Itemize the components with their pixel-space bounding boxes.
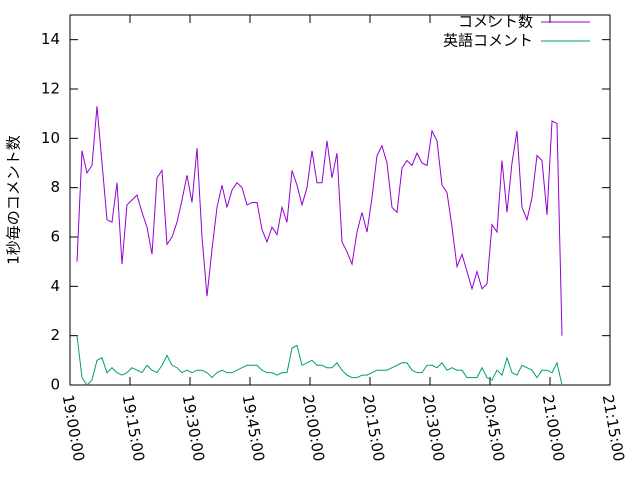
series-line	[76, 106, 563, 336]
x-tick-label: 20:00:00	[299, 393, 328, 462]
x-tick-label: 19:45:00	[239, 393, 268, 462]
x-tick-label: 19:00:00	[59, 393, 88, 462]
y-tick-label: 0	[50, 376, 60, 394]
y-tick-label: 4	[50, 277, 60, 295]
series-line	[76, 335, 563, 386]
x-tick-label: 21:15:00	[599, 393, 628, 462]
y-tick-label: 2	[50, 326, 60, 344]
y-tick-label: 6	[50, 228, 60, 246]
y-tick-label: 12	[41, 80, 60, 98]
x-tick-label: 20:30:00	[419, 393, 448, 462]
y-tick-label: 8	[50, 178, 60, 196]
plot-border	[69, 14, 611, 386]
y-tick-label: 10	[41, 129, 60, 147]
legend-label: 英語コメント	[443, 32, 533, 50]
x-tick-label: 19:30:00	[179, 393, 208, 462]
x-tick-label: 20:15:00	[359, 393, 388, 462]
y-axis-label: 1秒毎のコメント数	[5, 135, 23, 265]
y-tick-label: 14	[41, 30, 60, 48]
x-tick-label: 21:00:00	[539, 393, 568, 462]
x-tick-label: 19:15:00	[119, 393, 148, 462]
legend-label: コメント数	[458, 13, 533, 31]
x-tick-label: 20:45:00	[479, 393, 508, 462]
